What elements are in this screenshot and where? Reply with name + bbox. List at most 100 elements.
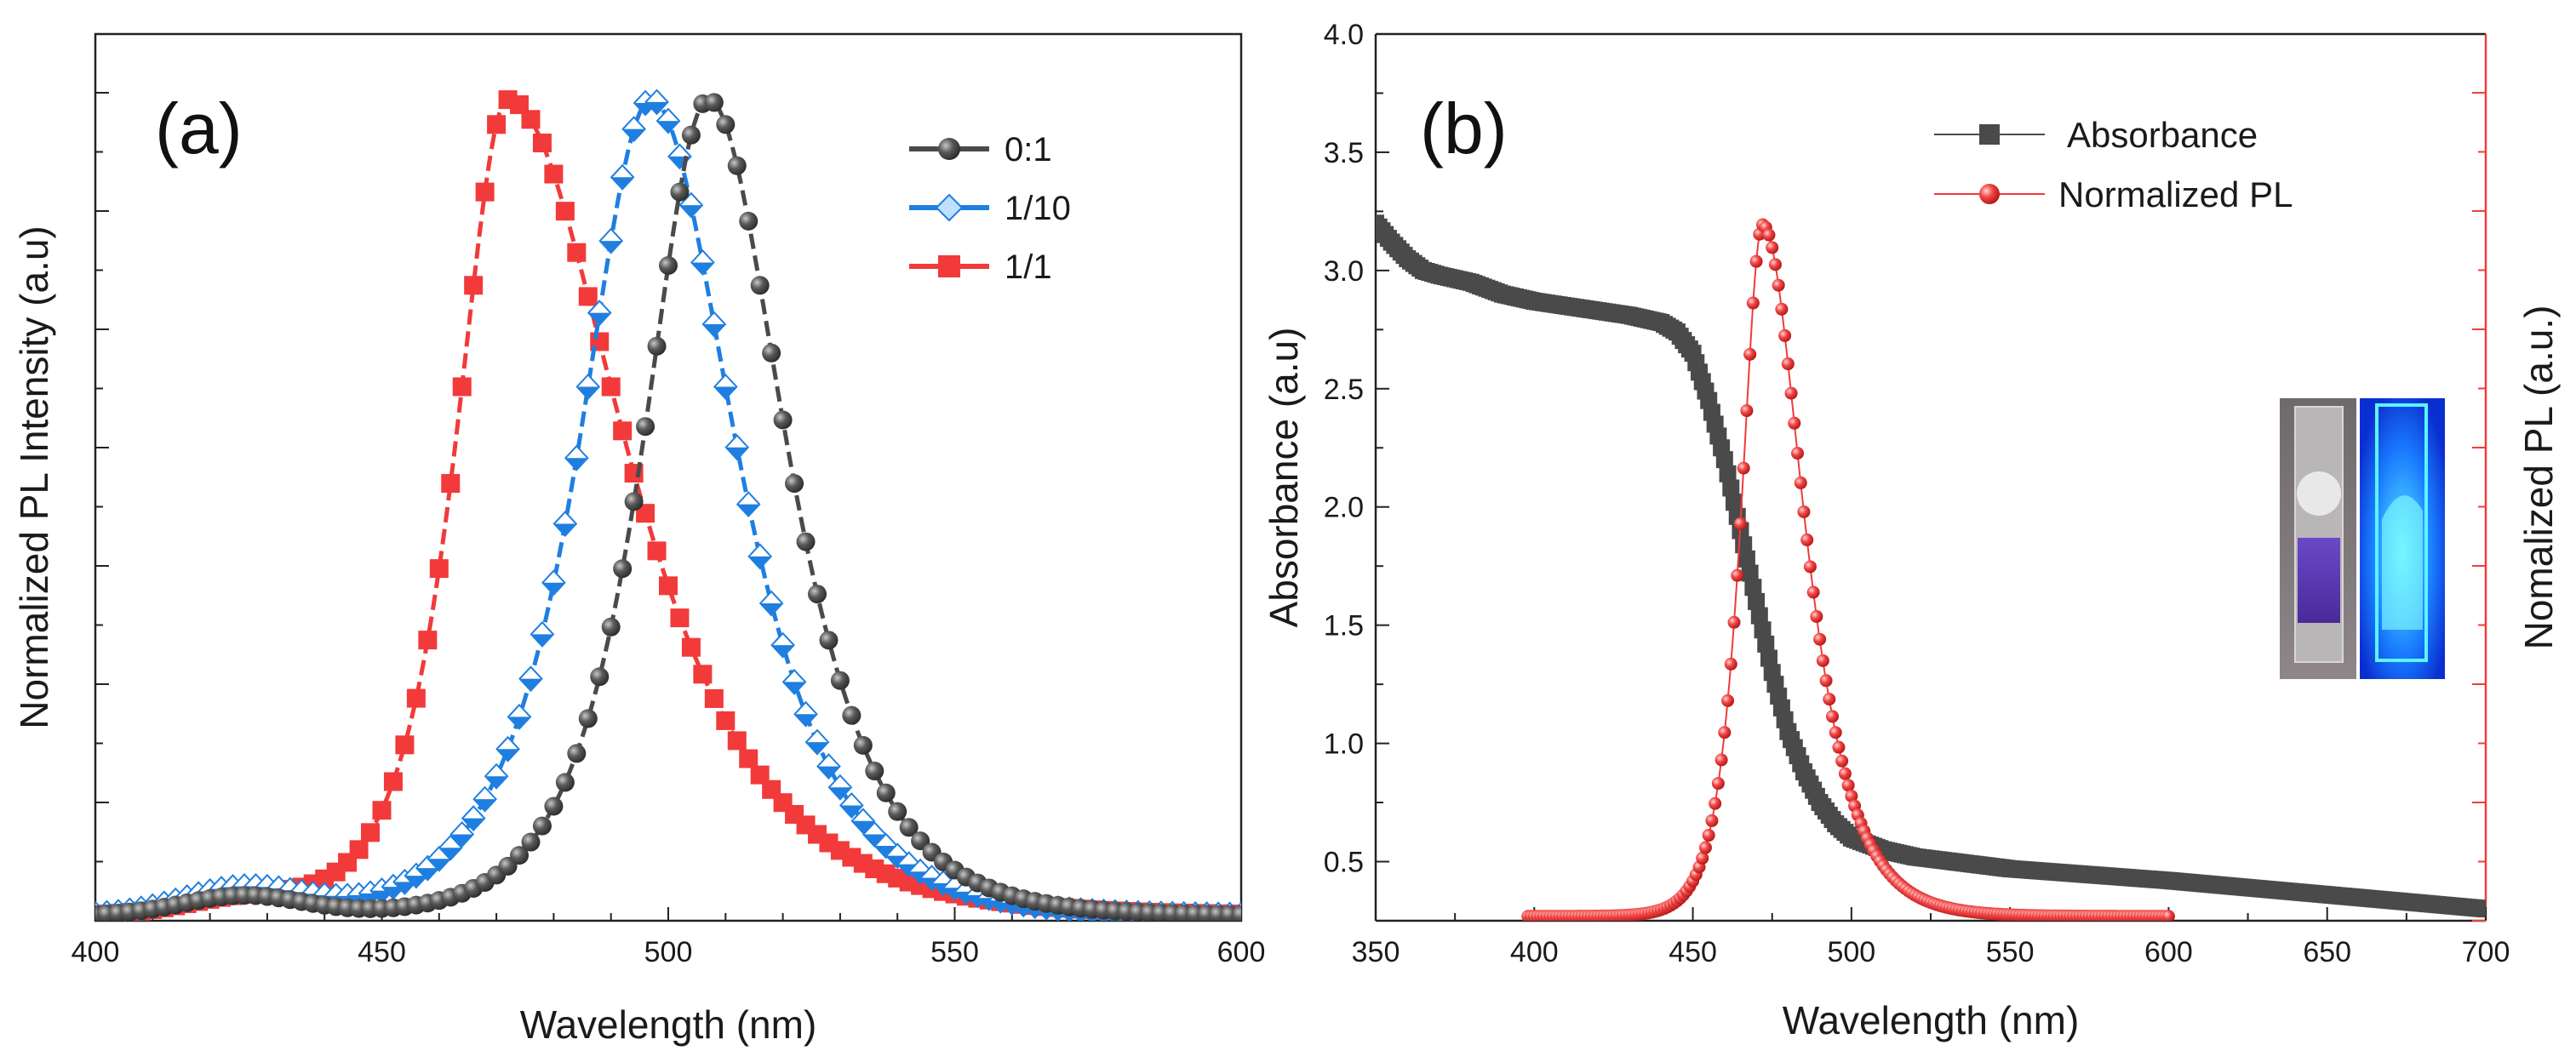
cuvette-glass-left (2294, 406, 2344, 663)
data-point-square (487, 115, 507, 134)
data-point-square (441, 474, 461, 494)
panel-a-x-axis-label: Wavelength (nm) (520, 1002, 817, 1047)
data-point-sphere (670, 182, 690, 202)
data-point-square (349, 840, 369, 859)
data-point-diamond (690, 248, 715, 276)
data-point-sphere (1705, 814, 1719, 827)
data-point-sphere (899, 818, 919, 837)
data-point-square (544, 164, 564, 184)
data-point-sphere (1766, 241, 1779, 254)
data-point-diamond (781, 668, 807, 695)
data-point-sphere (1232, 905, 1241, 921)
data-point-square (372, 801, 392, 820)
data-point-square (739, 749, 758, 768)
panel-b-y-axis-label: Absorbance (a.u) (1262, 328, 1306, 628)
y-tick-label: 3.0 (1324, 255, 1364, 288)
data-point-square (1754, 621, 1772, 639)
data-point-sphere (1731, 568, 1744, 582)
data-point-diamond (621, 116, 646, 143)
data-point-square (670, 608, 690, 628)
data-point-diamond (564, 444, 589, 471)
cuvette-glass-right (2375, 403, 2428, 662)
panel-b-right-y-ticks (2472, 91, 2486, 922)
data-point-sphere (1709, 796, 1722, 810)
data-point-diamond (484, 762, 509, 790)
x-tick-label: 600 (1217, 936, 1266, 968)
data-point-square (659, 576, 678, 596)
data-point-sphere (1749, 254, 1763, 268)
data-point-diamond (541, 569, 566, 597)
legend-label: Absorbance (2067, 115, 2258, 155)
data-point-sphere (1775, 302, 1789, 316)
data-point-diamond (575, 374, 601, 400)
data-point-diamond (736, 491, 761, 518)
data-point-sphere (750, 276, 770, 295)
y-tick-label: 0.5 (1324, 847, 1364, 879)
data-point-diamond (644, 88, 669, 116)
data-point-sphere (1797, 505, 1811, 518)
data-point-sphere (1784, 386, 1798, 400)
series-absorbance (1376, 214, 2486, 918)
data-point-diamond (747, 543, 773, 570)
data-point-square (383, 772, 403, 791)
data-point-sphere (1721, 694, 1735, 707)
panel-a-series (95, 88, 1241, 921)
data-point-sphere (601, 617, 621, 637)
data-point-square (578, 287, 598, 306)
data-point-sphere (762, 343, 781, 363)
data-point-diamond (713, 374, 738, 400)
data-point-diamond (655, 107, 681, 134)
data-point-diamond (610, 163, 635, 191)
data-point-sphere (624, 492, 644, 511)
data-point-square (1722, 479, 1740, 497)
y-tick-label: 2.0 (1324, 492, 1364, 524)
y-tick-label: 1.0 (1324, 728, 1364, 761)
data-point-square (716, 711, 736, 730)
data-point-diamond (793, 700, 818, 728)
panel-a-legend: 0:1 1/10 1/1 (909, 131, 1071, 286)
data-point-sphere (888, 802, 907, 821)
data-point-square (727, 731, 747, 751)
data-point-square (1744, 579, 1762, 597)
data-point-square (510, 94, 530, 114)
data-point-square (429, 559, 449, 579)
data-point-sphere (1772, 278, 1785, 292)
data-point-diamond (758, 590, 784, 617)
legend-marker-diamond (935, 193, 964, 222)
legend-label: 0:1 (1005, 131, 1052, 168)
data-point-diamond (507, 703, 532, 730)
data-point-sphere (830, 671, 850, 690)
data-point-sphere (1841, 779, 1855, 792)
data-point-square (532, 134, 552, 153)
panel-b-x-ticks: 350 400 450 500 550 600 650 700 (1352, 907, 2510, 968)
data-point-sphere (1835, 754, 1849, 768)
data-point-sphere (1762, 228, 1776, 242)
data-point-sphere (1800, 533, 1814, 546)
data-point-sphere (1826, 710, 1840, 723)
data-point-sphere (1768, 258, 1782, 271)
data-point-square (1760, 649, 1777, 667)
series-1-10 (95, 88, 1241, 921)
data-point-sphere (1733, 517, 1747, 530)
data-point-diamond (678, 191, 704, 219)
data-point-sphere (865, 762, 884, 781)
data-point-diamond (472, 785, 498, 813)
data-point-diamond (552, 511, 578, 538)
data-point-diamond (438, 834, 463, 861)
data-point-sphere (739, 211, 758, 231)
x-tick-label: 500 (1827, 936, 1875, 968)
data-point-square (395, 735, 415, 755)
data-point-sphere (1813, 632, 1827, 646)
data-point-sphere (1806, 585, 1820, 599)
data-point-sphere (613, 559, 633, 579)
data-point-square (1715, 451, 1733, 469)
data-point-sphere (647, 336, 667, 356)
data-point-diamond (770, 631, 795, 659)
panel-b-y-ticks: 0.5 1.0 1.5 2.0 2.5 3.0 3.5 4.0 (1324, 19, 1389, 922)
data-point-sphere (1737, 461, 1750, 475)
panel-a: (a) 400 450 500 550 600 Wavelength (nm) Norm… (12, 32, 1266, 1047)
data-point-sphere (727, 156, 747, 175)
data-point-sphere (1832, 740, 1846, 754)
data-point-square (521, 110, 541, 129)
x-tick-label: 550 (1986, 936, 2035, 968)
